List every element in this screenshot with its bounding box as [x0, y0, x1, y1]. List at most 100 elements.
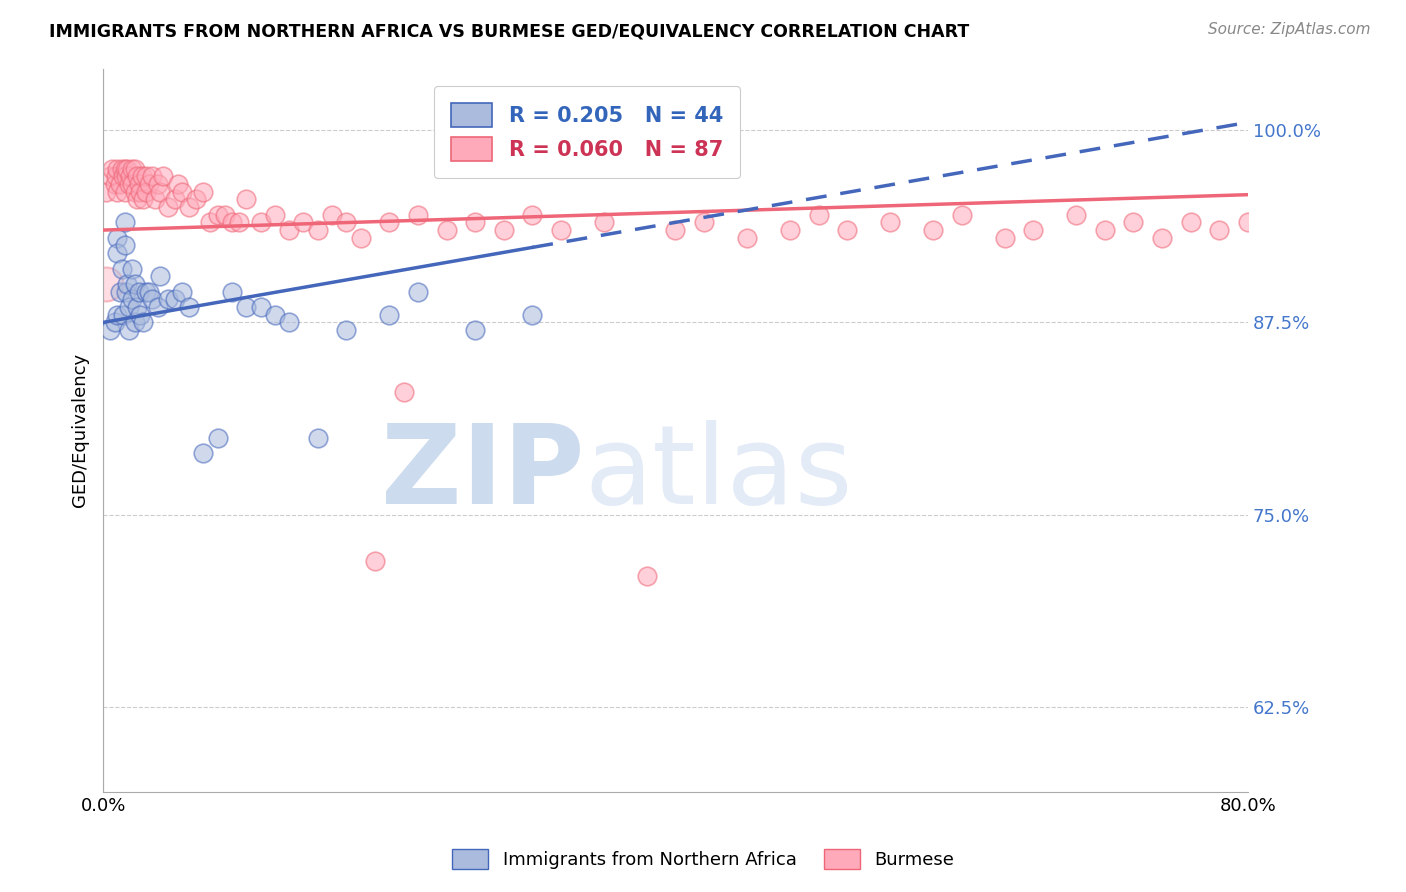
Point — [132, 315, 155, 329]
Point — [335, 215, 357, 229]
Point — [114, 215, 136, 229]
Point — [522, 208, 544, 222]
Point — [307, 431, 329, 445]
Point — [879, 215, 901, 229]
Point — [994, 231, 1017, 245]
Point — [664, 223, 686, 237]
Point — [207, 431, 229, 445]
Point — [152, 169, 174, 184]
Point — [115, 169, 138, 184]
Point — [200, 215, 222, 229]
Point — [138, 285, 160, 299]
Point — [636, 569, 658, 583]
Point — [522, 308, 544, 322]
Point — [121, 177, 143, 191]
Point — [249, 300, 271, 314]
Point — [143, 192, 166, 206]
Point — [207, 208, 229, 222]
Point — [170, 285, 193, 299]
Point — [436, 223, 458, 237]
Point — [193, 185, 215, 199]
Point — [350, 231, 373, 245]
Point — [378, 308, 401, 322]
Point — [94, 277, 117, 291]
Point — [120, 169, 142, 184]
Point — [1351, 208, 1374, 222]
Point — [170, 185, 193, 199]
Point — [103, 177, 125, 191]
Point — [107, 161, 129, 176]
Point — [118, 300, 141, 314]
Point — [550, 223, 572, 237]
Point — [406, 208, 429, 222]
Point — [114, 238, 136, 252]
Point — [110, 285, 132, 299]
Point — [1208, 223, 1230, 237]
Point — [135, 285, 157, 299]
Point — [1022, 223, 1045, 237]
Point — [166, 177, 188, 191]
Point — [107, 246, 129, 260]
Point — [129, 185, 152, 199]
Point — [138, 177, 160, 191]
Point — [321, 208, 343, 222]
Point — [837, 223, 859, 237]
Point — [107, 185, 129, 199]
Point — [129, 308, 152, 322]
Point — [112, 308, 135, 322]
Point — [177, 200, 200, 214]
Point — [135, 185, 157, 199]
Point — [177, 300, 200, 314]
Point — [149, 185, 172, 199]
Point — [127, 192, 149, 206]
Point — [292, 215, 315, 229]
Point — [335, 323, 357, 337]
Point — [492, 223, 515, 237]
Point — [124, 185, 146, 199]
Point — [307, 223, 329, 237]
Point — [111, 261, 134, 276]
Point — [163, 293, 186, 307]
Point — [114, 185, 136, 199]
Text: ZIP: ZIP — [381, 420, 583, 527]
Point — [107, 308, 129, 322]
Point — [1180, 215, 1202, 229]
Point — [263, 208, 285, 222]
Point — [1150, 231, 1173, 245]
Point — [98, 169, 121, 184]
Point — [221, 215, 243, 229]
Point — [593, 215, 616, 229]
Point — [779, 223, 801, 237]
Point — [118, 177, 141, 191]
Point — [115, 285, 138, 299]
Point — [278, 315, 301, 329]
Point — [163, 192, 186, 206]
Point — [98, 323, 121, 337]
Point — [146, 177, 169, 191]
Point — [127, 169, 149, 184]
Legend: R = 0.205   N = 44, R = 0.060   N = 87: R = 0.205 N = 44, R = 0.060 N = 87 — [434, 87, 740, 178]
Point — [117, 161, 139, 176]
Point — [149, 269, 172, 284]
Point — [735, 231, 758, 245]
Point — [146, 300, 169, 314]
Point — [111, 161, 134, 176]
Point — [235, 192, 257, 206]
Point — [156, 200, 179, 214]
Point — [1064, 208, 1087, 222]
Point — [214, 208, 236, 222]
Point — [127, 300, 149, 314]
Point — [235, 300, 257, 314]
Point — [118, 323, 141, 337]
Point — [107, 231, 129, 245]
Point — [693, 215, 716, 229]
Point — [1122, 215, 1144, 229]
Point — [124, 315, 146, 329]
Point — [406, 285, 429, 299]
Point — [128, 177, 150, 191]
Point — [132, 192, 155, 206]
Point — [228, 215, 250, 229]
Y-axis label: GED/Equivalency: GED/Equivalency — [72, 353, 89, 508]
Point — [263, 308, 285, 322]
Point — [1237, 215, 1260, 229]
